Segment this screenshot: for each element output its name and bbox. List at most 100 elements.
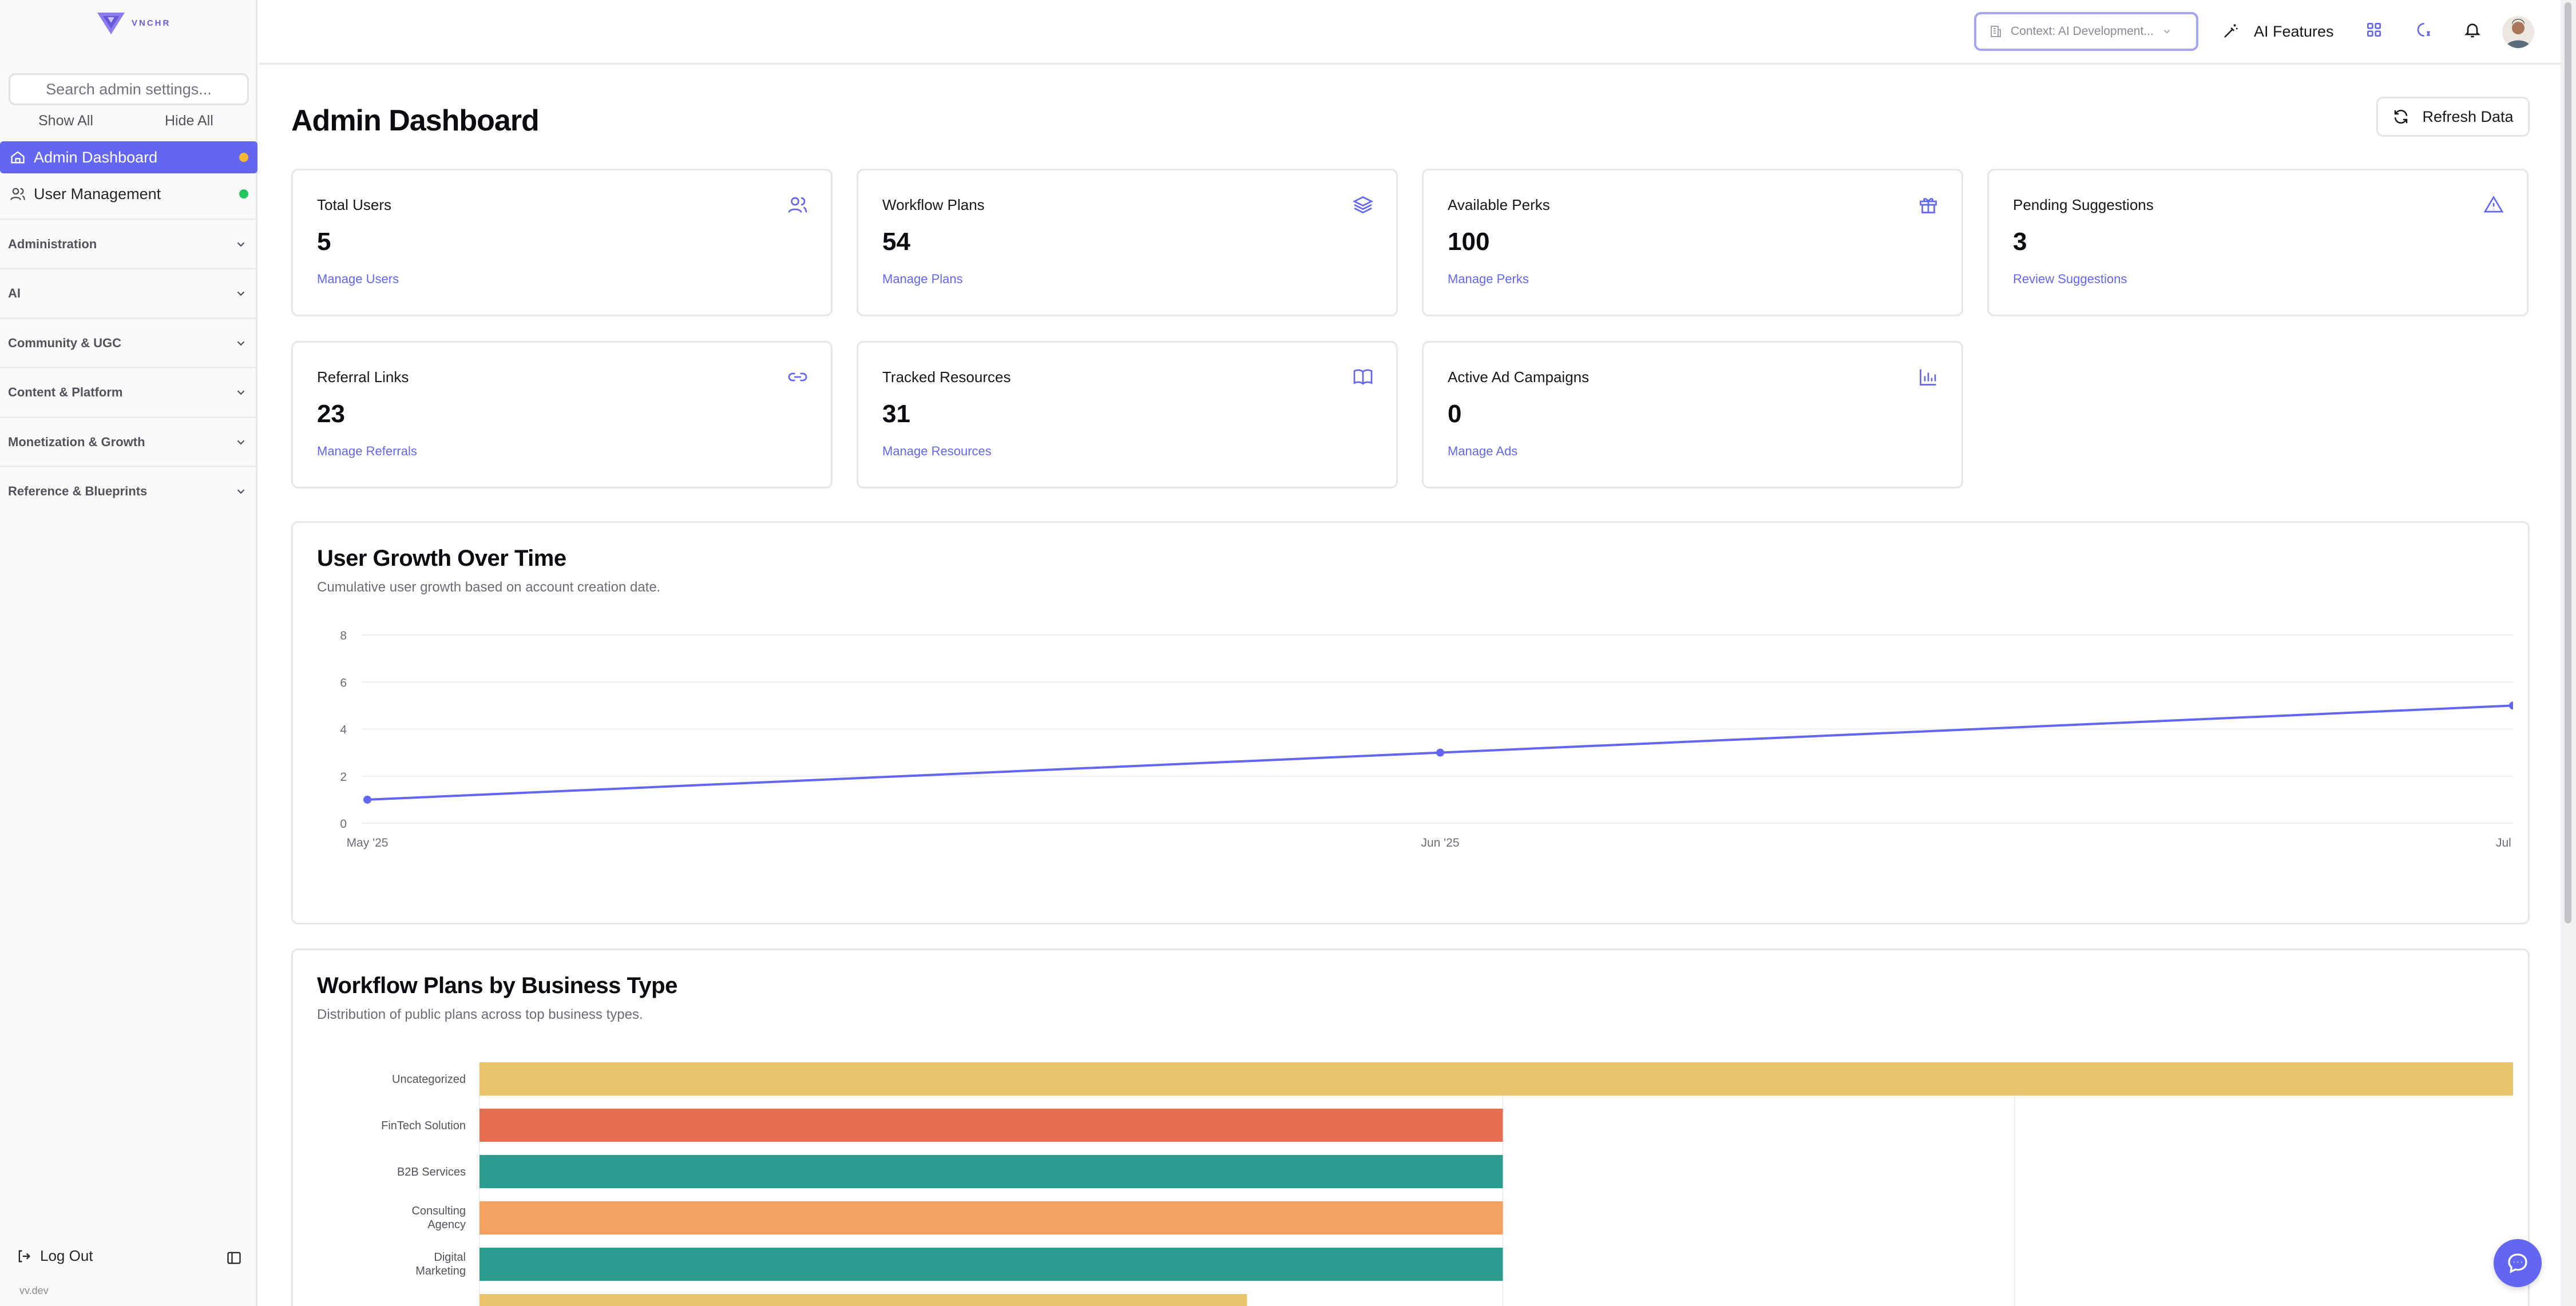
status-dot xyxy=(239,153,248,162)
collapse-sidebar-button[interactable] xyxy=(226,1250,242,1269)
bar-chart-icon xyxy=(1918,367,1939,390)
section-content-platform[interactable]: Content & Platform xyxy=(0,367,257,416)
sidebar-item-admin-dashboard[interactable]: Admin Dashboard xyxy=(0,141,257,173)
users-icon xyxy=(10,188,25,200)
chat-bubble-icon xyxy=(2508,1253,2527,1273)
section-label: Community & UGC xyxy=(8,335,121,350)
logout-button[interactable]: Log Out xyxy=(16,1247,93,1265)
x-tick-label: May '25 xyxy=(347,836,389,850)
stat-card-workflow-plans: Workflow Plans 54 Manage Plans xyxy=(857,169,1398,316)
section-label: Monetization & Growth xyxy=(8,434,145,449)
refresh-data-button[interactable]: Refresh Data xyxy=(2376,97,2530,137)
stat-title: Active Ad Campaigns xyxy=(1448,368,1590,386)
gift-icon xyxy=(1918,194,1939,218)
status-dot xyxy=(239,189,248,199)
stat-value: 100 xyxy=(1448,228,1490,256)
building-icon xyxy=(1991,26,2001,37)
x-tick-label: Jun '25 xyxy=(1421,836,1459,850)
chevron-down-icon xyxy=(2163,30,2170,34)
category-label: Uncategorized xyxy=(392,1073,466,1086)
user-growth-chart: 0 2 4 6 8 May '25 Jun '25 Jul '25 xyxy=(340,629,2513,850)
stat-card-active-ad-campaigns: Active Ad Campaigns 0 Manage Ads xyxy=(1422,341,1963,489)
book-icon xyxy=(1353,367,1373,390)
grid-icon xyxy=(2367,22,2381,37)
brand-logo[interactable]: VNCHR xyxy=(96,10,171,35)
chevron-down-icon xyxy=(237,241,245,247)
manage-perks-link[interactable]: Manage Perks xyxy=(1448,272,1529,286)
chart-subtitle: Cumulative user growth based on account … xyxy=(317,579,661,595)
chevron-down-icon xyxy=(237,291,245,296)
hide-all-button[interactable]: Hide All xyxy=(165,113,213,129)
bar xyxy=(479,1294,1247,1306)
stat-title: Pending Suggestions xyxy=(2013,196,2154,213)
user-avatar[interactable] xyxy=(2502,16,2534,48)
category-label: B2B Services xyxy=(397,1166,466,1178)
manage-resources-link[interactable]: Manage Resources xyxy=(882,444,992,458)
context-select[interactable]: Context: AI Development... xyxy=(1974,12,2198,51)
footer-domain: vv.dev xyxy=(19,1285,49,1296)
notifications-button[interactable] xyxy=(2463,21,2482,42)
chat-support-button[interactable] xyxy=(2494,1239,2542,1287)
stat-value: 0 xyxy=(1448,400,1462,428)
stat-title: Referral Links xyxy=(317,368,409,386)
magic-wand-icon xyxy=(2224,24,2238,38)
ai-features-label: AI Features xyxy=(2254,22,2334,40)
data-point xyxy=(2509,701,2513,710)
section-reference-blueprints[interactable]: Reference & Blueprints xyxy=(0,466,257,515)
section-label: Reference & Blueprints xyxy=(8,483,148,498)
chevron-down-icon xyxy=(237,340,245,346)
stat-value: 23 xyxy=(317,400,345,428)
sidebar-item-label: Admin Dashboard xyxy=(34,148,158,166)
top-bar: Context: AI Development... AI Features xyxy=(259,0,2561,65)
bar xyxy=(479,1201,1503,1234)
category-label: FinTech Solution xyxy=(381,1120,466,1132)
section-administration[interactable]: Administration xyxy=(0,219,257,268)
category-label: Consulting Agency xyxy=(411,1205,466,1231)
home-icon xyxy=(11,151,25,164)
section-community-ugc[interactable]: Community & UGC xyxy=(0,317,257,367)
show-all-button[interactable]: Show All xyxy=(38,113,93,129)
users-icon xyxy=(787,194,808,218)
sidebar-item-user-management[interactable]: User Management xyxy=(0,178,257,210)
chevron-down-icon xyxy=(237,489,245,494)
y-tick-label: 2 xyxy=(340,771,347,784)
logo-mark-icon xyxy=(97,13,125,34)
theme-toggle-button[interactable] xyxy=(2413,21,2432,42)
section-label: Content & Platform xyxy=(8,384,123,399)
ai-features-button[interactable]: AI Features xyxy=(2222,16,2334,47)
stat-card-available-perks: Available Perks 100 Manage Perks xyxy=(1422,169,1963,316)
review-suggestions-link[interactable]: Review Suggestions xyxy=(2013,272,2127,286)
category-label: SaaS Platform xyxy=(392,1305,466,1306)
section-ai[interactable]: AI xyxy=(0,268,257,317)
y-tick-label: 8 xyxy=(340,629,347,642)
chart-title: User Growth Over Time xyxy=(317,546,566,571)
manage-plans-link[interactable]: Manage Plans xyxy=(882,272,963,286)
chart-subtitle: Distribution of public plans across top … xyxy=(317,1007,643,1022)
stat-card-total-users: Total Users 5 Manage Users xyxy=(291,169,833,316)
stat-value: 31 xyxy=(882,400,910,428)
section-label: AI xyxy=(8,285,21,300)
scrollbar-thumb[interactable] xyxy=(2565,2,2571,923)
bar xyxy=(479,1109,1503,1142)
sidebar-item-label: User Management xyxy=(34,185,161,203)
stat-title: Workflow Plans xyxy=(882,196,985,213)
user-growth-panel: User Growth Over Time Cumulative user gr… xyxy=(291,521,2530,924)
apps-grid-button[interactable] xyxy=(2365,21,2383,42)
sidebar: VNCHR Show All Hide All Admin Dashboard … xyxy=(0,0,257,1306)
x-tick-label: Jul '25 xyxy=(2496,836,2513,850)
manage-referrals-link[interactable]: Manage Referrals xyxy=(317,444,417,458)
alert-triangle-icon xyxy=(2483,194,2504,218)
sidebar-search-input[interactable] xyxy=(9,73,249,105)
layers-icon xyxy=(1352,194,1374,218)
bar xyxy=(479,1155,1503,1188)
stat-card-pending-suggestions: Pending Suggestions 3 Review Suggestions xyxy=(1987,169,2529,316)
workflow-plans-panel: Workflow Plans by Business Type Distribu… xyxy=(291,948,2530,1306)
section-monetization-growth[interactable]: Monetization & Growth xyxy=(0,416,257,466)
bar xyxy=(479,1248,1503,1281)
logout-label: Log Out xyxy=(40,1247,93,1264)
stat-value: 3 xyxy=(2013,228,2027,256)
manage-users-link[interactable]: Manage Users xyxy=(317,272,399,286)
avatar-image xyxy=(2502,16,2534,48)
refresh-label: Refresh Data xyxy=(2422,108,2514,125)
manage-ads-link[interactable]: Manage Ads xyxy=(1448,444,1518,458)
